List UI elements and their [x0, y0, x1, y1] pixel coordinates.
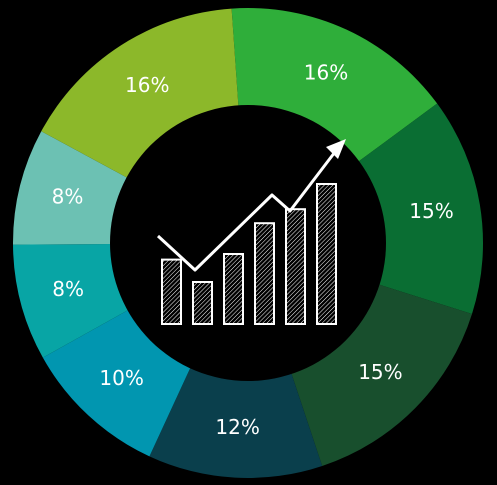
donut-segment — [149, 366, 323, 478]
donut-segments — [13, 7, 484, 478]
trend-line — [156, 147, 340, 272]
trend-arrowhead — [326, 139, 346, 159]
donut-segment — [231, 7, 438, 163]
growth-chart-icon — [156, 139, 346, 326]
donut-labels: 16% 15% 15% 12% 10% 8% 8% 16% — [52, 61, 454, 440]
donut-segment — [290, 284, 472, 466]
icon-bar — [161, 258, 182, 326]
segment-label: 8% — [52, 277, 84, 301]
donut-segment — [41, 8, 239, 179]
icon-bar — [192, 281, 213, 325]
segment-label: 10% — [99, 366, 143, 390]
donut-segment — [13, 131, 129, 245]
segment-label: 12% — [215, 415, 259, 439]
donut-segment — [357, 103, 484, 315]
segment-label: 15% — [358, 360, 402, 384]
segment-label: 16% — [125, 73, 169, 97]
segment-label: 8% — [52, 185, 84, 209]
icon-bar — [285, 208, 306, 325]
segment-label: 16% — [304, 61, 348, 85]
icon-bar — [254, 222, 275, 325]
icon-bars — [161, 183, 337, 326]
icon-bar — [223, 253, 244, 325]
donut-segment — [13, 243, 130, 358]
donut-segment — [42, 309, 191, 457]
donut-hole — [110, 105, 386, 381]
icon-bar — [316, 183, 337, 325]
segment-label: 15% — [409, 199, 453, 223]
